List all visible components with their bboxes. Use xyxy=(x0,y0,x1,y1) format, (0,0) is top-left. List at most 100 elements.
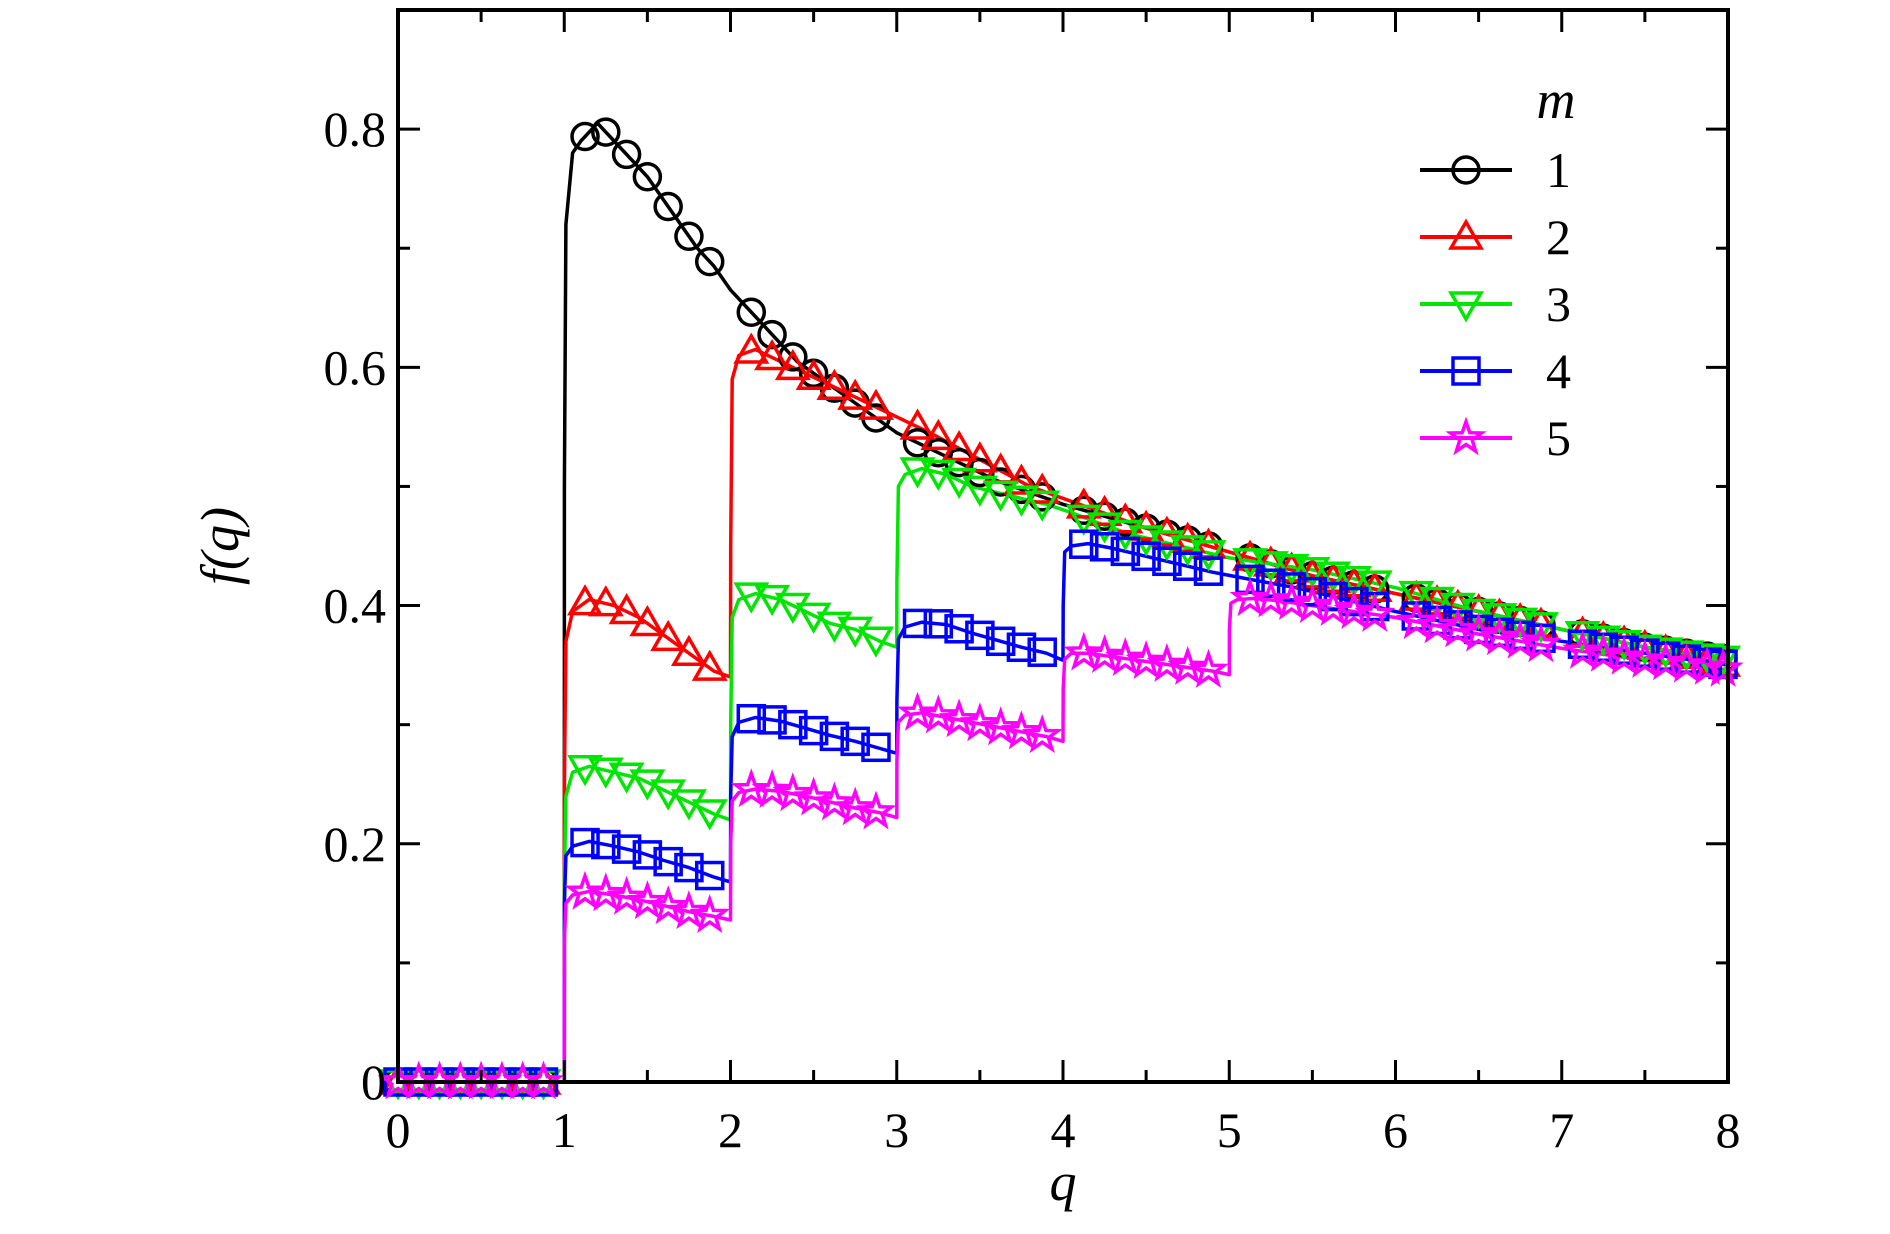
legend-label-2: 2 xyxy=(1546,209,1571,265)
data-point-4 xyxy=(1027,637,1057,667)
data-point-4 xyxy=(1069,529,1099,559)
data-point-2 xyxy=(774,348,811,381)
data-point-5 xyxy=(647,885,689,925)
y-tick-label: 0.2 xyxy=(324,816,387,872)
data-point-5 xyxy=(1291,583,1333,623)
data-point-2 xyxy=(650,619,687,652)
series-line-5 xyxy=(398,596,1729,1084)
data-point-4 xyxy=(570,827,600,858)
data-point-2 xyxy=(670,634,707,666)
data-point-3 xyxy=(567,755,604,787)
data-point-2 xyxy=(733,332,770,364)
data-point-4 xyxy=(653,846,683,877)
data-point-4 xyxy=(985,626,1016,657)
data-point-4 xyxy=(902,608,933,639)
data-point-5 xyxy=(1271,580,1313,620)
data-point-3 xyxy=(1294,557,1331,589)
data-point-5 xyxy=(1582,632,1624,672)
data-point-5 xyxy=(938,698,980,738)
data-point-2 xyxy=(920,418,957,451)
data-point-4 xyxy=(840,726,870,757)
data-point-2 xyxy=(1003,463,1040,495)
data-point-1 xyxy=(674,221,704,252)
legend-marker-5 xyxy=(1445,416,1487,456)
data-point-4 xyxy=(1318,581,1348,612)
data-point-4 xyxy=(1276,572,1307,602)
data-point-4 xyxy=(1006,632,1037,662)
data-point-5 xyxy=(1395,600,1437,640)
legend-marker-3 xyxy=(1448,291,1484,323)
data-point-1 xyxy=(653,191,683,222)
data-point-3 xyxy=(857,626,894,658)
data-point-2 xyxy=(899,408,936,440)
data-point-1 xyxy=(694,246,725,277)
data-point-5 xyxy=(917,694,959,734)
data-point-5 xyxy=(1702,647,1744,687)
data-point-3 xyxy=(1398,580,1435,613)
data-point-2 xyxy=(857,388,894,420)
data-point-3 xyxy=(691,799,728,831)
data-point-5 xyxy=(1624,638,1666,678)
data-point-4 xyxy=(1131,541,1161,572)
y-tick-label: 0 xyxy=(361,1054,386,1110)
x-tick-label: 6 xyxy=(1383,1102,1408,1158)
data-point-5 xyxy=(1125,639,1167,680)
data-point-5 xyxy=(522,1060,564,1100)
data-point-2 xyxy=(608,593,645,625)
data-point-4 xyxy=(1339,586,1369,617)
data-point-2 xyxy=(795,358,832,391)
legend-marker-4 xyxy=(1451,356,1481,386)
data-point-3 xyxy=(1705,645,1741,677)
x-tick-label: 2 xyxy=(718,1102,743,1158)
data-point-5 xyxy=(1187,648,1229,688)
data-point-5 xyxy=(1562,629,1604,669)
data-point-4 xyxy=(944,614,974,644)
x-tick-label: 7 xyxy=(1549,1102,1574,1158)
data-point-5 xyxy=(834,786,876,826)
data-point-3 xyxy=(733,582,770,614)
data-point-5 xyxy=(1021,714,1063,754)
data-point-3 xyxy=(982,480,1019,512)
data-point-4 xyxy=(1256,568,1286,598)
data-point-3 xyxy=(1024,490,1061,522)
data-point-5 xyxy=(1063,631,1105,671)
data-point-4 xyxy=(674,852,704,883)
data-point-5 xyxy=(626,880,668,920)
data-point-4 xyxy=(965,620,995,651)
legend-label-1: 1 xyxy=(1546,142,1571,198)
data-point-1 xyxy=(570,121,600,152)
data-point-5 xyxy=(793,776,835,816)
data-point-4 xyxy=(819,721,850,752)
plot-frame xyxy=(396,8,1730,1084)
y-tick-label: 0.4 xyxy=(324,578,387,634)
data-point-5 xyxy=(980,706,1022,746)
data-point-4 xyxy=(1235,564,1265,595)
data-point-3 xyxy=(1335,565,1372,598)
data-point-4 xyxy=(757,705,787,735)
data-point-5 xyxy=(1499,619,1541,659)
data-point-4 xyxy=(861,732,891,763)
data-point-5 xyxy=(813,781,855,821)
data-point-4 xyxy=(632,840,663,870)
data-point-2 xyxy=(816,368,853,400)
data-point-2 xyxy=(587,585,624,617)
data-point-5 xyxy=(1312,587,1354,627)
legend-marker-1 xyxy=(1451,155,1481,185)
data-point-5 xyxy=(855,790,897,830)
data-point-2 xyxy=(691,649,728,681)
data-point-1 xyxy=(611,139,642,170)
data-point-5 xyxy=(1645,641,1687,681)
data-point-4 xyxy=(736,703,767,734)
x-tick-label: 0 xyxy=(386,1102,411,1158)
data-point-5 xyxy=(1354,592,1396,632)
data-point-4 xyxy=(1089,532,1120,562)
data-point-3 xyxy=(816,611,853,643)
data-point-4 xyxy=(1172,551,1203,581)
x-tick-label: 3 xyxy=(884,1102,909,1158)
data-point-5 xyxy=(1000,710,1043,750)
data-point-5 xyxy=(897,691,939,731)
data-point-3 xyxy=(961,475,998,507)
data-point-2 xyxy=(567,584,604,616)
data-point-4 xyxy=(1110,536,1141,567)
